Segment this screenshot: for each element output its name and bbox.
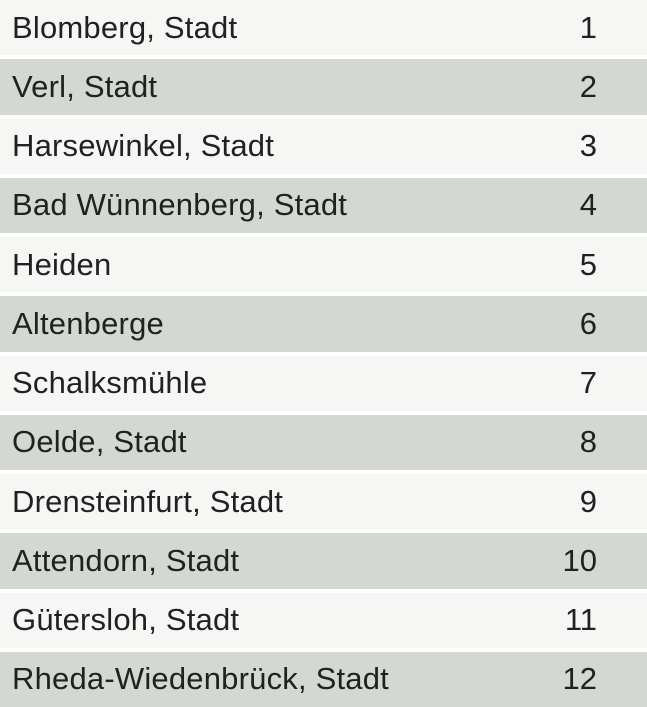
- municipality-name: Oelde, Stadt: [12, 424, 187, 460]
- table-row[interactable]: Oelde, Stadt 8: [0, 414, 647, 470]
- rank-value: 2: [579, 68, 597, 104]
- rank-value: 5: [579, 246, 597, 282]
- municipality-name: Bad Wünnenberg, Stadt: [12, 187, 348, 223]
- municipality-name: Verl, Stadt: [12, 68, 158, 104]
- municipality-name: Gütersloh, Stadt: [12, 602, 240, 638]
- rank-value: 12: [562, 661, 597, 697]
- table-row[interactable]: Blomberg, Stadt 1: [0, 0, 647, 56]
- rank-value: 11: [564, 602, 597, 638]
- municipality-name: Attendorn, Stadt: [12, 542, 240, 578]
- rank-value: 1: [579, 9, 597, 45]
- table-row[interactable]: Heiden 5: [0, 237, 647, 293]
- table-row[interactable]: Schalksmühle 7: [0, 355, 647, 411]
- rank-value: 9: [579, 483, 597, 519]
- table-row[interactable]: Attendorn, Stadt 10: [0, 533, 647, 589]
- municipality-name: Drensteinfurt, Stadt: [12, 483, 284, 519]
- municipality-name: Heiden: [12, 246, 112, 282]
- municipality-name: Harsewinkel, Stadt: [12, 128, 275, 164]
- municipality-name: Altenberge: [12, 305, 164, 341]
- table-row[interactable]: Harsewinkel, Stadt 3: [0, 118, 647, 174]
- municipality-name: Rheda-Wiedenbrück, Stadt: [12, 661, 389, 697]
- rank-value: 10: [562, 542, 597, 578]
- rank-value: 4: [579, 187, 597, 223]
- rank-value: 3: [579, 128, 597, 164]
- municipality-name: Schalksmühle: [12, 365, 208, 401]
- municipality-name: Blomberg, Stadt: [12, 9, 238, 45]
- rank-value: 6: [579, 305, 597, 341]
- rank-value: 7: [579, 365, 597, 401]
- table-row[interactable]: Gütersloh, Stadt 11: [0, 592, 647, 648]
- rank-value: 8: [579, 424, 597, 460]
- table-row[interactable]: Drensteinfurt, Stadt 9: [0, 474, 647, 530]
- table-row[interactable]: Verl, Stadt 2: [0, 59, 647, 115]
- table-row[interactable]: Bad Wünnenberg, Stadt 4: [0, 177, 647, 233]
- table-row[interactable]: Altenberge 6: [0, 296, 647, 352]
- table-row[interactable]: Rheda-Wiedenbrück, Stadt 12: [0, 651, 647, 707]
